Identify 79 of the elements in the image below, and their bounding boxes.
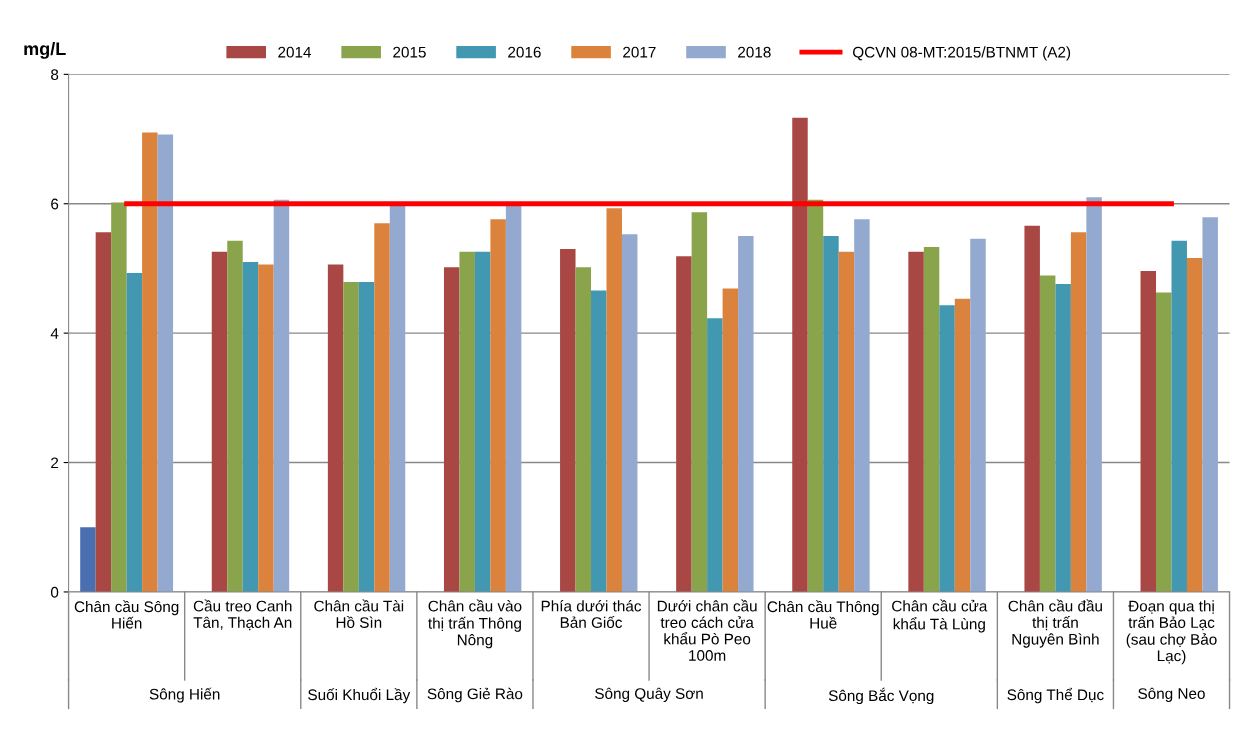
bar	[459, 251, 475, 592]
bar	[443, 267, 460, 592]
bar	[807, 199, 824, 592]
bar	[273, 199, 290, 592]
bar	[838, 251, 855, 592]
text: Suối Khuổi Lầy	[308, 687, 411, 704]
bar	[560, 249, 576, 592]
bar	[676, 256, 692, 592]
bar	[823, 236, 839, 592]
bar	[111, 202, 127, 592]
text: Sông Hiến	[149, 687, 220, 703]
y-tick-label: 8	[51, 69, 59, 81]
bar	[389, 205, 406, 592]
x-tick-label: Chân cầu cửa khẩu Tà Lùng	[892, 599, 988, 633]
text: Sông Bắc Vọng	[828, 687, 934, 705]
legend-label: 2016	[508, 46, 541, 58]
bar	[722, 288, 739, 592]
legend-label: QCVN 08-MT:2015/BTNMT (A2)	[853, 46, 1071, 61]
bar	[327, 264, 344, 592]
bar	[1070, 232, 1087, 592]
y-tick-label: 6	[51, 198, 59, 210]
legend-label: 2017	[623, 46, 656, 58]
bar	[142, 132, 158, 592]
bar	[1055, 283, 1071, 592]
bar	[854, 219, 870, 592]
x-tick-label: Cầu treo Canh Tân, Thạch An	[193, 599, 292, 631]
text: Sông Giẻ Rào	[427, 687, 523, 703]
bar	[954, 298, 971, 592]
bar	[1039, 275, 1056, 592]
y-tick-label: 2	[51, 457, 59, 469]
bar	[1156, 292, 1172, 592]
bar	[1140, 271, 1157, 592]
bar	[923, 247, 940, 592]
x-tick-label: Chân cầu vào thị trấn Thông Nông	[428, 599, 522, 649]
x-tick-label: Chân cầu Thông Huề	[767, 600, 879, 629]
legend-label: 2018	[738, 46, 771, 58]
text: Sông Quây Sơn	[595, 687, 703, 702]
bar	[374, 223, 390, 592]
y-axis-title: mg/L	[24, 41, 66, 59]
bar	[792, 117, 808, 592]
bar	[95, 232, 112, 592]
bar	[126, 272, 143, 592]
bar	[157, 134, 174, 592]
x-tick-label: Đoạn qua thị trấn Bảo Lạc (sau chợ Bảo Lạc)	[1126, 600, 1217, 665]
x-tick-label: Chân cầu Sông Hiến	[74, 600, 179, 629]
x-tick-label: Chân cầu đầu thị trấn Nguyên Bình	[1008, 599, 1102, 648]
bar	[591, 290, 607, 592]
legend-label: 2014	[278, 46, 312, 58]
x-tick-label: Dưới chân cầu treo cách cửa khẩu Pò Peo 100m	[657, 599, 757, 661]
text: Sông Neo	[1138, 687, 1205, 702]
bar	[343, 282, 359, 592]
bar	[1024, 225, 1040, 592]
x-tick-label: Phía dưới thác Bản Giốc	[541, 600, 642, 628]
x-tick-label: Chân cầu Tài Hồ Sìn	[314, 599, 404, 628]
legend-label: 2015	[393, 46, 426, 58]
bar	[970, 238, 986, 592]
bar	[474, 251, 491, 592]
bar	[242, 261, 259, 592]
bar	[258, 264, 274, 592]
bar	[606, 208, 622, 592]
bar	[1086, 197, 1102, 592]
bar	[227, 240, 243, 592]
bar	[939, 305, 955, 592]
text: Sông Thể Dục	[1007, 687, 1104, 704]
bar	[358, 282, 375, 592]
bar	[738, 236, 754, 592]
bar	[211, 251, 228, 592]
bar	[1186, 258, 1203, 592]
bar	[691, 212, 708, 592]
bar	[621, 234, 638, 592]
y-tick-label: 4	[50, 328, 59, 339]
bar	[490, 219, 506, 592]
bar	[707, 318, 723, 592]
bar	[575, 267, 592, 592]
bar	[1171, 240, 1187, 592]
bar	[1202, 217, 1218, 592]
bar	[80, 527, 96, 592]
bar	[908, 251, 924, 592]
y-tick-label: 0	[50, 586, 59, 598]
